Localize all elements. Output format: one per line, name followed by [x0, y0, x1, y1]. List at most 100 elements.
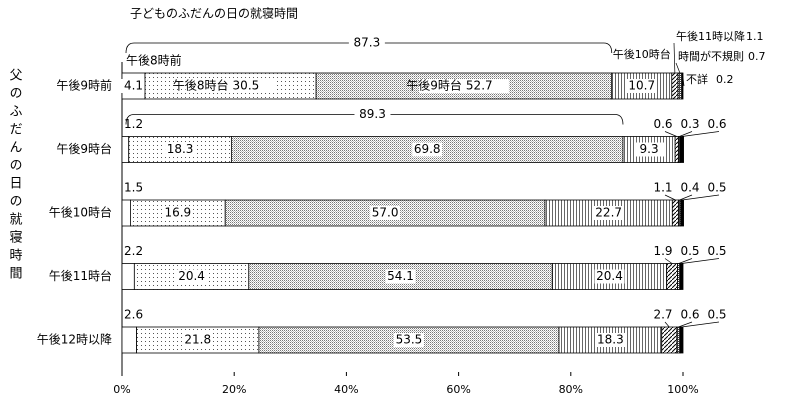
- bar-segment: [679, 263, 684, 290]
- value-label: 0.4: [680, 181, 699, 195]
- x-tick-label: 0%: [113, 383, 130, 396]
- leader-line: [675, 62, 681, 74]
- label-background: [594, 269, 625, 284]
- bar-segment: [680, 199, 684, 227]
- label-background: [593, 206, 624, 220]
- category-label: 午後9時前: [56, 78, 112, 93]
- series-name: 午後10時台: [613, 47, 671, 61]
- value-label: 1.1: [746, 30, 764, 43]
- label-background: [370, 206, 401, 220]
- value-label: 18.3: [597, 333, 624, 347]
- series-name: 午後9時台: [406, 78, 462, 93]
- x-tick-label: 80%: [559, 383, 583, 396]
- label-background: [412, 142, 443, 157]
- value-label: 1.5: [124, 181, 143, 195]
- label-background: [595, 333, 626, 347]
- value-label: 0.5: [707, 308, 726, 322]
- value-label: 0.7: [748, 50, 766, 63]
- value-label: 53.5: [396, 333, 423, 347]
- value-label: 10.7: [628, 79, 655, 93]
- bar-segment: [661, 326, 678, 354]
- category-label: 午後9時台: [56, 141, 112, 156]
- value-label: 0.6: [707, 117, 726, 131]
- leader-line: [664, 258, 673, 264]
- x-tick-label: 100%: [667, 383, 698, 396]
- leader-line: [681, 131, 720, 137]
- label-background: [418, 79, 509, 93]
- leader-line: [679, 194, 693, 201]
- bar-segment: [671, 199, 679, 227]
- leader-line: [678, 258, 693, 264]
- label-background: [176, 269, 207, 284]
- label-background: [393, 333, 424, 347]
- y-axis-title: 父のふだんの日の就寝時間: [7, 68, 23, 284]
- label-background: [626, 79, 657, 93]
- value-label: 54.1: [387, 269, 414, 283]
- leader-line: [681, 258, 720, 264]
- chart-title: 子どものふだんの日の就寝時間: [130, 6, 298, 21]
- leader-line: [679, 131, 693, 137]
- value-label: 52.7: [466, 79, 493, 93]
- bar-segment: [121, 326, 137, 354]
- value-label: 0.5: [680, 244, 699, 258]
- label-background: [354, 107, 391, 122]
- x-tick-label: 20%: [222, 383, 246, 396]
- value-label: 9.3: [640, 142, 659, 156]
- value-label: 1.2: [124, 117, 143, 131]
- value-label: 0.6: [680, 308, 699, 322]
- leader-line: [681, 321, 720, 328]
- value-label: 16.9: [164, 206, 191, 220]
- bar-segment: [121, 199, 131, 227]
- value-label: 57.0: [372, 206, 399, 220]
- value-label: 2.6: [124, 308, 143, 322]
- leader-line: [664, 194, 676, 201]
- bracket-label: 89.3: [359, 107, 386, 121]
- label-background: [182, 333, 213, 347]
- bar-segment: [666, 263, 678, 290]
- label-background: [162, 206, 193, 220]
- category-label: 午後10時台: [49, 205, 112, 220]
- value-label: 0.5: [707, 244, 726, 258]
- category-label: 午後11時台: [49, 268, 112, 283]
- label-background: [634, 142, 665, 157]
- value-label: 20.4: [596, 269, 623, 283]
- x-tick-label: 40%: [334, 383, 358, 396]
- value-label: 21.8: [184, 333, 211, 347]
- value-label: 0.2: [716, 73, 734, 86]
- series-name: 午後8時台: [173, 78, 229, 93]
- series-name: 不詳: [686, 72, 708, 86]
- value-label: 20.4: [178, 269, 205, 283]
- series-name: 時間が不規則: [678, 49, 744, 63]
- value-label: 69.8: [414, 142, 441, 156]
- bracket-label: 87.3: [354, 36, 381, 50]
- x-tick-label: 60%: [446, 383, 470, 396]
- bar-segment: [121, 263, 135, 290]
- label-background: [385, 269, 416, 284]
- bar-segment: [681, 72, 684, 100]
- value-label: 2.7: [653, 308, 672, 322]
- value-label: 2.2: [124, 244, 143, 258]
- value-label: 18.3: [167, 142, 194, 156]
- value-label: 0.5: [707, 181, 726, 195]
- bar-segment: [677, 72, 683, 100]
- value-label: 1.1: [653, 181, 672, 195]
- value-label: 0.3: [680, 117, 699, 131]
- leader-line: [682, 72, 685, 87]
- value-label: 0.6: [653, 117, 672, 131]
- bar-segment: [679, 136, 684, 163]
- bar-segment: [224, 199, 546, 227]
- label-background: [185, 79, 276, 93]
- leader-line: [664, 321, 670, 328]
- bar-segment: [230, 136, 624, 163]
- bar-segment: [671, 72, 679, 100]
- label-background: [165, 142, 196, 157]
- value-label: 4.1: [124, 79, 143, 93]
- series-name: 午後8時前: [126, 53, 182, 68]
- series-name: 午後11時以降: [676, 29, 745, 43]
- bar-segment: [121, 136, 130, 163]
- bar-segment: [676, 263, 681, 290]
- label-background: [348, 36, 385, 50]
- leader-line: [678, 321, 693, 328]
- bar-segment: [674, 136, 679, 163]
